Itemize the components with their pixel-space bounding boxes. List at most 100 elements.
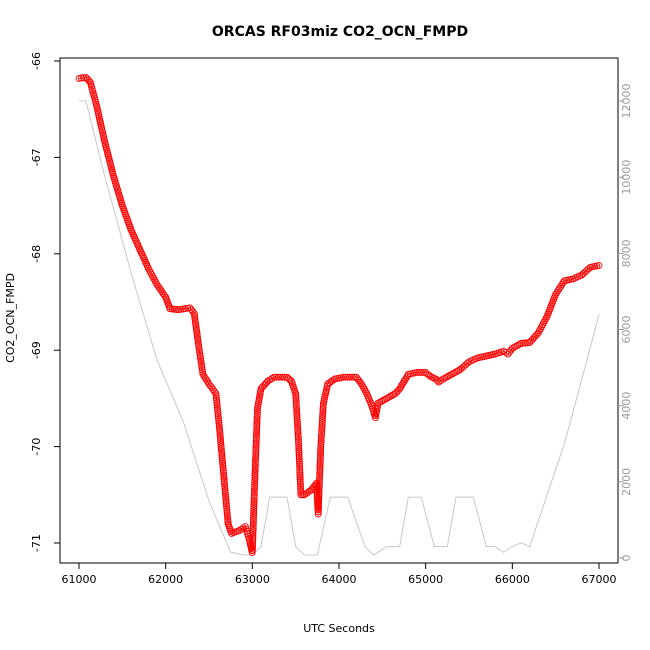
co2-point [251, 465, 259, 473]
co2-point [294, 435, 302, 443]
co2-point [214, 408, 222, 416]
co2-point [319, 401, 327, 409]
co2-point [214, 405, 222, 413]
co2-point [213, 403, 221, 411]
co2-point [219, 458, 226, 466]
co2-point [214, 410, 222, 418]
co2-point [318, 423, 326, 431]
co2-point [191, 316, 199, 324]
x-tick-label: 65000 [408, 573, 443, 586]
co2-point [249, 518, 257, 526]
co2-point [413, 368, 421, 376]
co2-point [381, 395, 389, 403]
co2-point [252, 445, 260, 453]
co2-point [318, 419, 326, 427]
co2-point [316, 460, 324, 468]
co2-point [196, 353, 204, 360]
co2-point [399, 379, 407, 387]
co2-point [223, 504, 231, 512]
co2-point [317, 436, 325, 444]
co2-point [253, 424, 261, 432]
co2-point [378, 397, 385, 405]
co2-point [521, 339, 529, 347]
co2-point [216, 434, 224, 442]
co2-point [250, 500, 258, 508]
co2-point [376, 398, 384, 406]
co2-point [293, 411, 301, 419]
co2-point [295, 457, 303, 465]
co2-point [315, 501, 322, 509]
y-tick-label: -70 [30, 438, 43, 456]
co2-point [295, 437, 302, 445]
co2-point [294, 427, 302, 434]
co2-point [217, 445, 225, 453]
co2-point [314, 510, 322, 518]
co2-point [402, 374, 410, 382]
co2-point [401, 376, 409, 384]
co2-point [221, 489, 229, 497]
co2-point [316, 467, 324, 474]
co2-point [253, 422, 261, 429]
co2-point [293, 418, 301, 426]
y-axis-right: 0 2000 4000 6000 8000 10000 12000 [618, 84, 633, 562]
co2-point [222, 491, 229, 499]
co2-point [437, 377, 445, 385]
co2-point [196, 348, 204, 356]
co2-point [251, 472, 259, 479]
co2-point [195, 341, 203, 349]
co2-point [221, 486, 229, 494]
co2-point [396, 385, 404, 393]
co2-point [249, 540, 257, 548]
co2-point [318, 421, 326, 429]
co2-point [297, 486, 305, 494]
co2-point [217, 441, 225, 448]
x-tick-label: 61000 [62, 573, 97, 586]
altitude-series [79, 100, 600, 556]
co2-point [250, 505, 258, 513]
co2-point [294, 429, 302, 437]
co2-point [215, 419, 223, 427]
y2-tick-label: 2000 [620, 468, 633, 496]
co2-point [253, 406, 261, 414]
co2-point [201, 374, 209, 382]
co2-point [292, 392, 300, 400]
co2-point [296, 464, 304, 472]
co2-point [292, 396, 300, 404]
co2-point [317, 449, 324, 457]
co2-point [253, 430, 260, 438]
co2-point [293, 405, 301, 413]
co2-point [249, 531, 257, 539]
co2-point [317, 445, 325, 453]
co2-point [386, 393, 394, 400]
co2-point [173, 306, 180, 313]
co2-point [222, 500, 230, 508]
co2-point [215, 423, 223, 431]
co2-point [252, 432, 260, 440]
co2-point [160, 291, 168, 299]
co2-point [218, 447, 225, 455]
co2-point [253, 415, 261, 423]
co2-point [453, 367, 461, 375]
co2-point [315, 484, 323, 492]
co2-point [252, 454, 260, 462]
co2-point [252, 443, 260, 451]
co2-point [304, 488, 312, 496]
co2-point [251, 461, 259, 469]
co2-point [251, 467, 259, 475]
co2-point [293, 413, 301, 421]
co2-point [446, 371, 454, 379]
co2-point [213, 399, 221, 407]
co2-point [296, 469, 304, 477]
co2-point [253, 413, 261, 421]
co2-point [317, 438, 325, 446]
co2-point [326, 379, 333, 387]
co2-point [249, 538, 257, 546]
co2-point [316, 462, 324, 470]
co2-point [350, 373, 358, 381]
co2-point [295, 451, 303, 459]
co2-point [216, 428, 224, 436]
co2-point [193, 327, 201, 334]
co2-point [360, 384, 368, 392]
co2-point [250, 489, 258, 497]
co2-point [316, 458, 324, 466]
